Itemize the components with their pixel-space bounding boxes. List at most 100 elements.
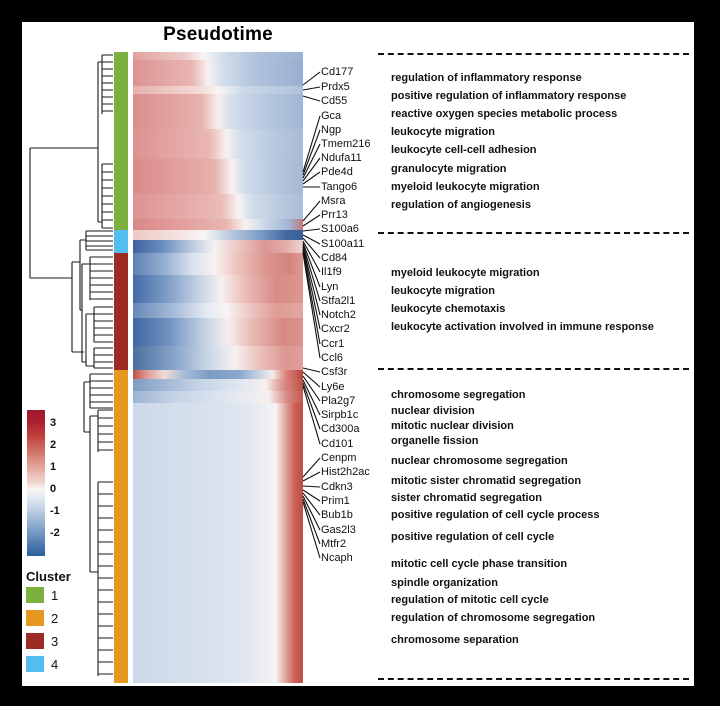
gene-line-S100a11: [302, 234, 321, 245]
go-term-25: chromosome separation: [391, 634, 519, 646]
dashed-divider-0: [378, 53, 689, 55]
cluster-bar-segment-1: [114, 52, 128, 230]
gene-label-Prdx5: Prdx5: [321, 81, 350, 93]
gene-line-Mtfr2: [302, 498, 321, 545]
go-term-18: sister chromatid segregation: [391, 492, 542, 504]
gene-label-column: Cd177 Prdx5 Cd55 Gca Ngp Tmem216 Ndufa11 Pde4d T…: [321, 52, 399, 683]
go-term-0: regulation of inflammatory response: [391, 72, 582, 84]
heatmap-band-cluster-1: [133, 86, 303, 94]
gene-label-Sirpb1c: Sirpb1c: [321, 409, 359, 421]
heatmap-band-cluster-2: [133, 370, 303, 379]
gene-line-Cd101: [302, 385, 321, 445]
heatmap-band-cluster-1: [133, 60, 303, 86]
gene-label-Cd84: Cd84: [321, 252, 348, 264]
cluster-legend-label-4: 4: [51, 656, 59, 672]
heatmap-band-cluster-1: [133, 94, 303, 129]
gene-line-Notch2: [302, 246, 321, 316]
go-term-19: positive regulation of cell cycle proces…: [391, 509, 600, 521]
dendrogram-cluster1-subtree: [97, 54, 113, 229]
gene-label-Pde4d: Pde4d: [321, 166, 353, 178]
gene-label-Cd177: Cd177: [321, 66, 354, 78]
go-term-4: leukocyte cell-cell adhesion: [391, 144, 537, 156]
gene-label-Il1f9: Il1f9: [321, 266, 342, 278]
page-title: Pseudotime: [163, 24, 273, 45]
gene-line-Ncaph: [302, 501, 321, 559]
go-term-16: nuclear chromosome segregation: [391, 455, 568, 467]
dashed-divider-1: [378, 232, 689, 234]
gene-label-Ccl6: Ccl6: [321, 352, 344, 364]
cluster-legend-item-1: 1: [26, 587, 71, 603]
cluster-legend-item-3: 3: [26, 633, 71, 649]
gene-line-Pla2g7: [302, 375, 321, 402]
gene-line-S100a6: [302, 228, 321, 232]
go-term-10: leukocyte chemotaxis: [391, 303, 506, 315]
gene-label-Cdkn3: Cdkn3: [321, 481, 353, 493]
cluster-legend-label-2: 2: [51, 610, 59, 626]
cluster-legend-items: 1 2 3 4: [26, 587, 71, 672]
gene-line-Msra: [302, 200, 321, 222]
go-term-2: reactive oxygen species metabolic proces…: [391, 108, 618, 120]
gene-line-Cd300a: [302, 382, 321, 430]
gene-label-Cd300a: Cd300a: [321, 423, 360, 435]
gene-label-Ncaph: Ncaph: [321, 552, 353, 564]
gene-line-Ngp: [302, 129, 321, 176]
gene-line-Ccr1: [302, 250, 321, 345]
go-term-6: myeloid leukocyte migration: [391, 181, 540, 193]
gene-label-Cenpm: Cenpm: [321, 452, 357, 464]
gene-line-Cd55: [302, 95, 321, 102]
gene-label-Ngp: Ngp: [321, 124, 342, 136]
gene-label-S100a11: S100a11: [321, 238, 365, 250]
gene-label-Cd101: Cd101: [321, 438, 354, 450]
cluster-bar-segment-3: [114, 253, 128, 370]
cluster-legend-swatch-3: [26, 633, 44, 649]
go-term-11: leukocyte activation involved in immune …: [391, 321, 654, 333]
colorbar-tick--2: -2: [50, 527, 60, 539]
go-term-12: chromosome segregation: [391, 389, 526, 401]
gene-label-Ndufa11: Ndufa11: [321, 152, 362, 164]
cluster-legend-swatch-2: [26, 610, 44, 626]
gene-line-Cd177: [302, 71, 321, 86]
go-term-3: leukocyte migration: [391, 126, 495, 138]
cluster-legend-swatch-1: [26, 587, 44, 603]
cluster-legend-item-2: 2: [26, 610, 71, 626]
gene-label-Lyn: Lyn: [321, 281, 339, 293]
gene-line-Stfa2l1: [302, 244, 321, 302]
heatmap-band-cluster-2: [133, 403, 303, 683]
heatmap-band-cluster-1: [133, 129, 303, 159]
dendrogram: [29, 54, 113, 676]
gene-label-Gca: Gca: [321, 110, 342, 122]
gene-line-Tmem216: [302, 143, 321, 179]
heatmap-band-cluster-3: [133, 318, 303, 346]
cluster-legend-swatch-4: [26, 656, 44, 672]
dashed-divider-3: [378, 678, 689, 680]
go-term-column: regulation of inflammatory response posit…: [391, 52, 691, 683]
heatmap-band-cluster-3: [133, 346, 303, 370]
gene-line-Ly6e: [302, 371, 321, 388]
gene-label-Prr13: Prr13: [321, 209, 348, 221]
gene-line-Cd84: [302, 237, 321, 259]
go-term-23: regulation of mitotic cell cycle: [391, 594, 549, 606]
gene-label-Csf3r: Csf3r: [321, 366, 348, 378]
gene-line-Hist2h2ac: [302, 471, 321, 482]
cluster-legend-label-1: 1: [51, 587, 59, 603]
go-term-7: regulation of angiogenesis: [391, 199, 531, 211]
heatmap-band-cluster-1: [133, 194, 303, 219]
heatmap-band-cluster-1: [133, 219, 303, 230]
heatmap-band-cluster-4: [133, 230, 303, 240]
gene-line-Cenpm: [302, 457, 321, 478]
heatmap-band-cluster-1: [133, 159, 303, 194]
heatmap-band-cluster-2: [133, 379, 303, 391]
gene-label-Ccr1: Ccr1: [321, 338, 345, 350]
gene-line-Gca: [302, 115, 321, 173]
colorbar-tick-1: 1: [50, 461, 57, 473]
go-term-1: positive regulation of inflammatory resp…: [391, 90, 627, 102]
go-term-22: spindle organization: [391, 577, 498, 589]
gene-label-Bub1b: Bub1b: [321, 509, 353, 521]
cluster-legend-label-3: 3: [51, 633, 59, 649]
colorbar-tick-3: 3: [50, 417, 57, 429]
heatmap-band-cluster-3: [133, 303, 303, 318]
go-term-17: mitotic sister chromatid segregation: [391, 475, 582, 487]
go-term-5: granulocyte migration: [391, 163, 507, 175]
go-term-13: nuclear division: [391, 405, 475, 417]
